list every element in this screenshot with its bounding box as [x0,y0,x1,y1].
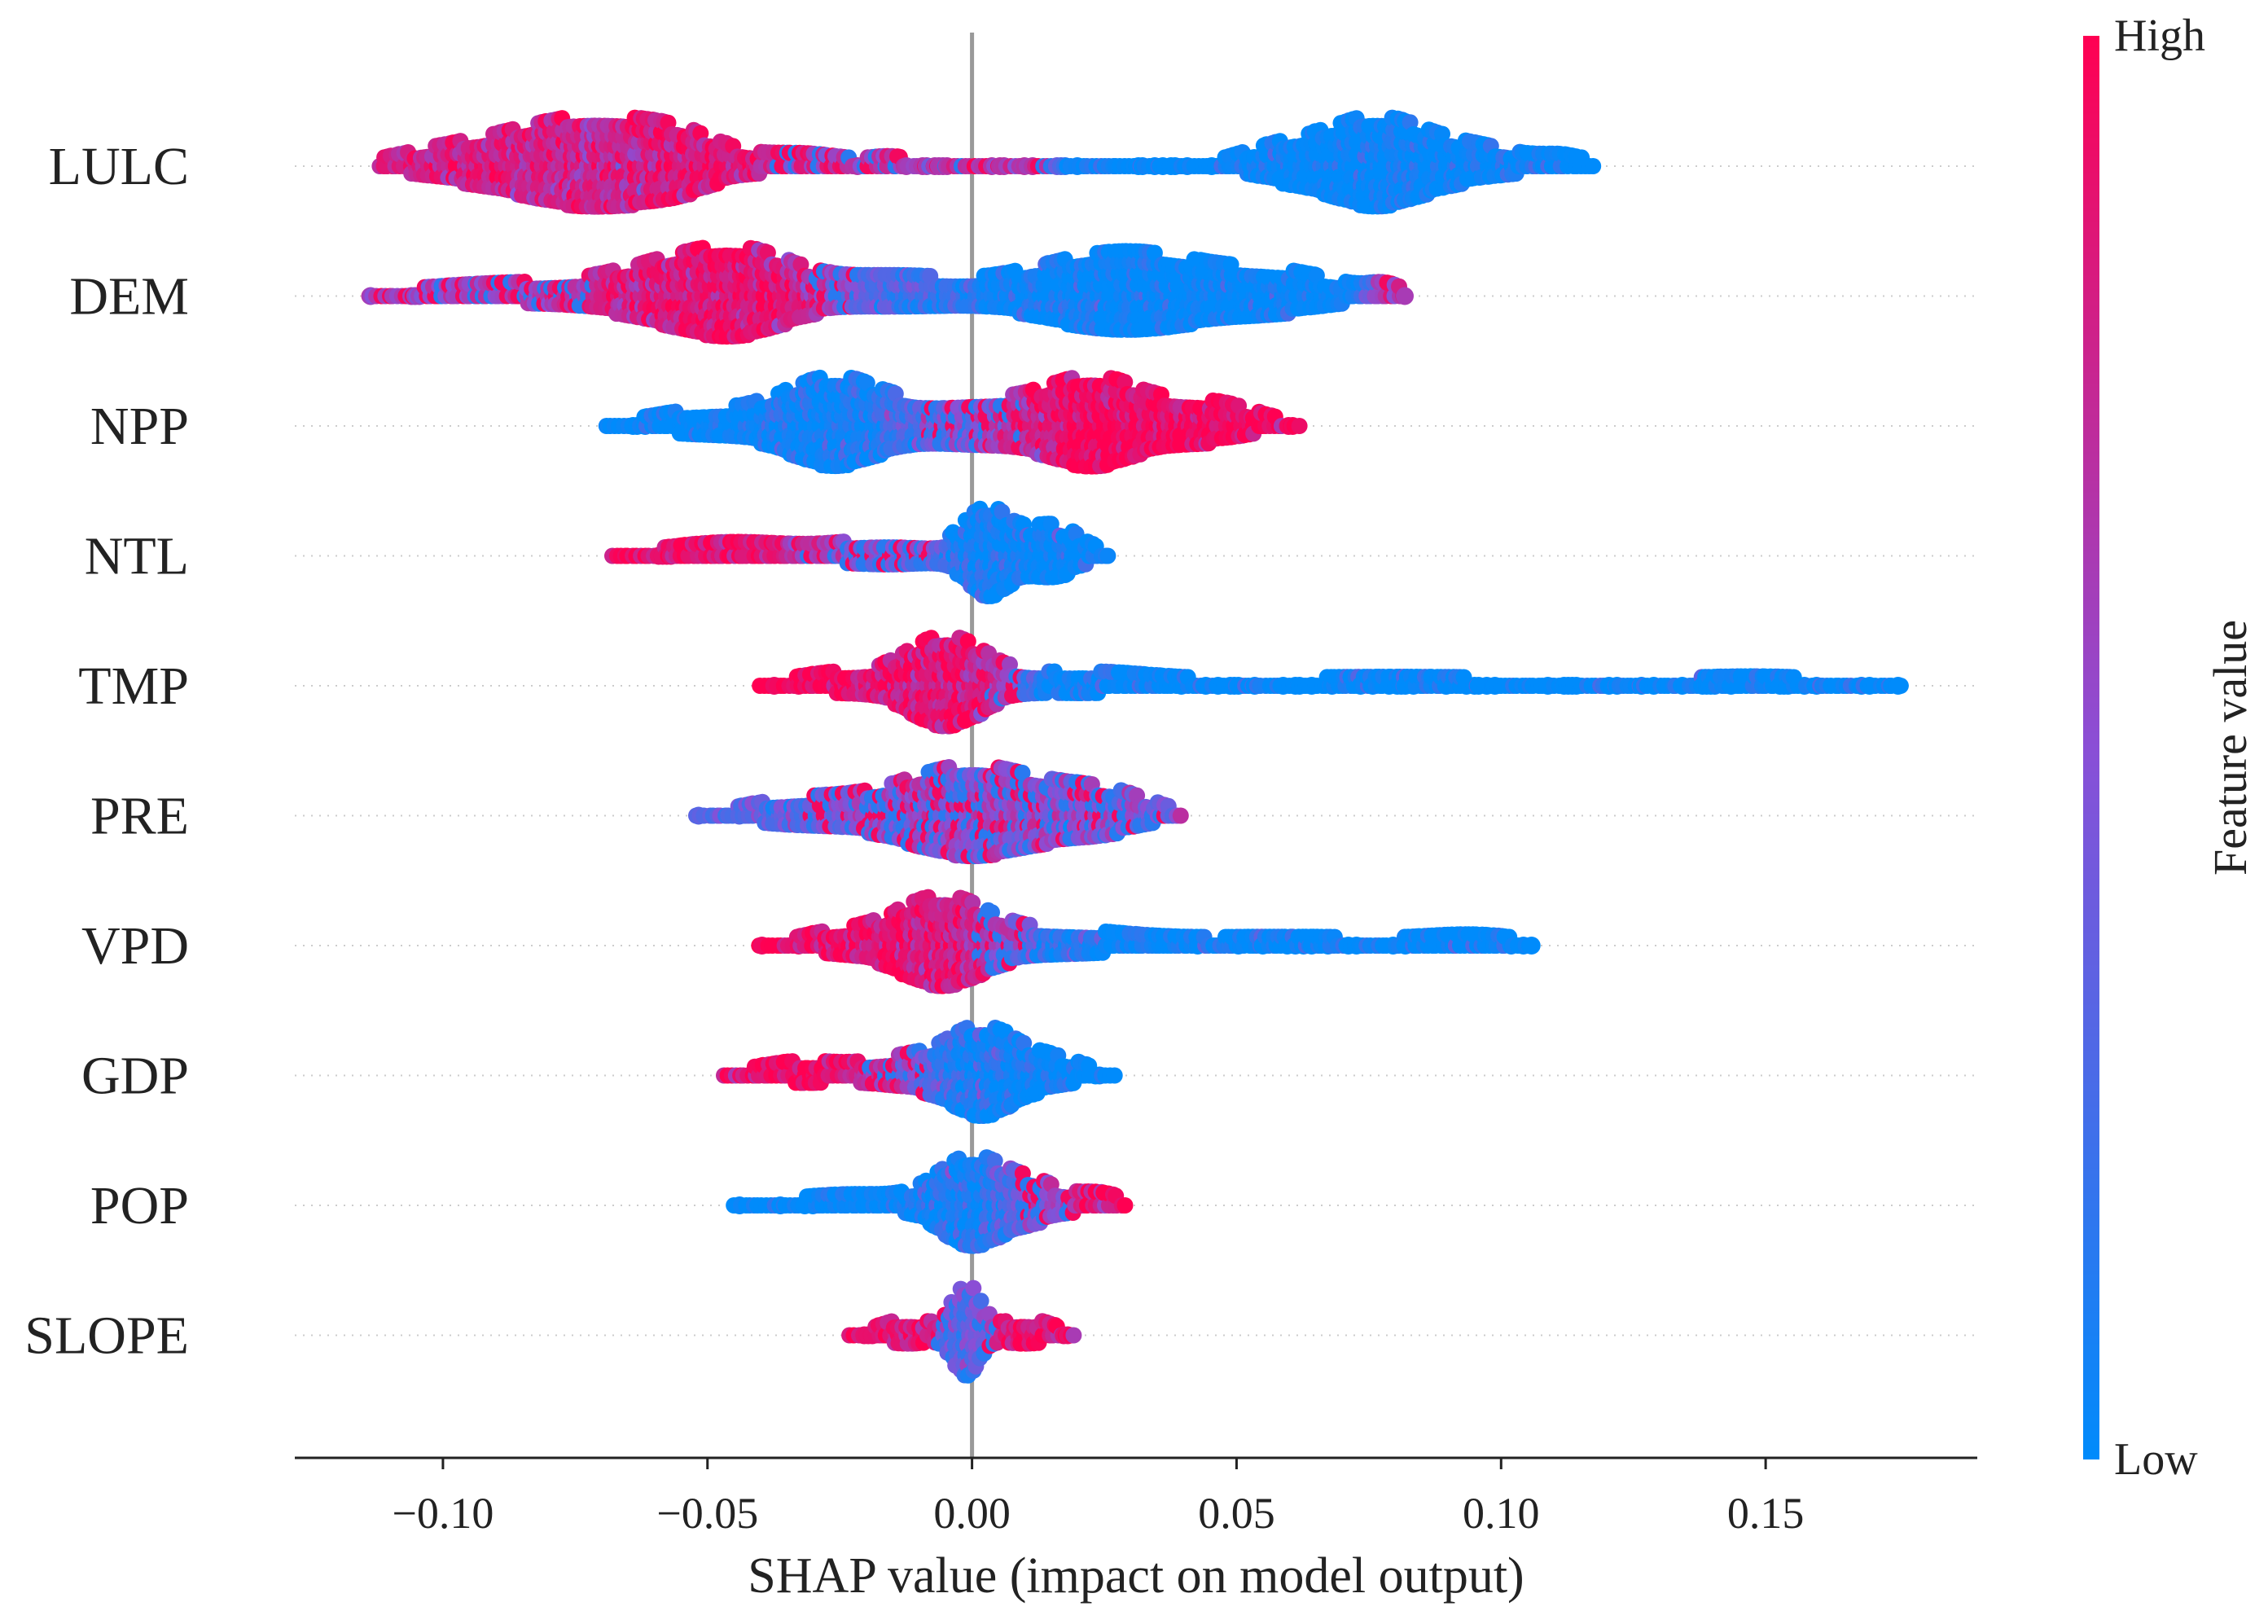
shap-points [361,109,1909,1384]
shap-point [1172,807,1189,824]
shap-point [1396,287,1414,305]
shap-point [1585,158,1602,174]
shap-point [1099,547,1116,564]
shap-point [1892,678,1909,694]
feature-points-lulc [371,109,1602,215]
shap-point [1291,418,1308,434]
feature-points-dem [361,239,1414,345]
